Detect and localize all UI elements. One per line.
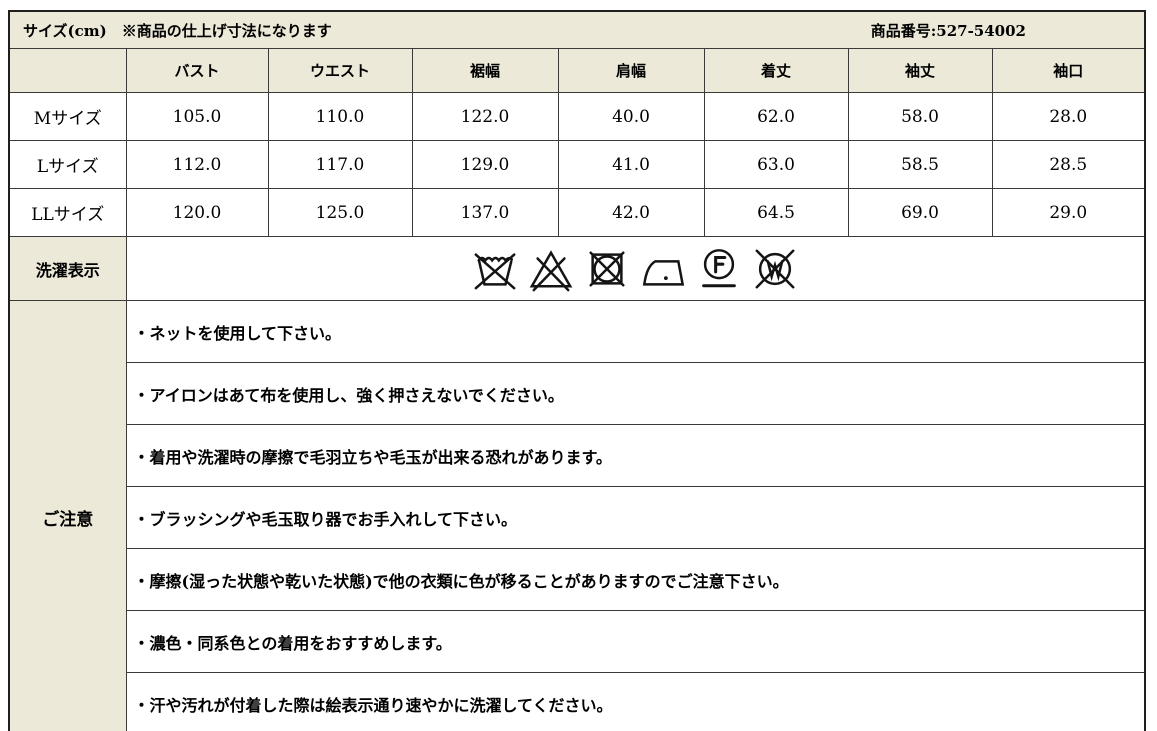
size-value: 40.0 bbox=[557, 92, 705, 141]
laundry-symbols bbox=[128, 246, 1144, 292]
product-number: 商品番号:527-54002 bbox=[870, 21, 1026, 40]
size-spec-sheet: サイズ(cm) ※商品の仕上げ寸法になります 商品番号:527-54002 バス… bbox=[8, 10, 1146, 731]
column-header-bust: バスト bbox=[125, 48, 269, 93]
size-value: 42.0 bbox=[557, 188, 705, 237]
size-value: 58.0 bbox=[847, 92, 993, 141]
size-value: 112.0 bbox=[125, 140, 269, 189]
row-label-ll: LLサイズ bbox=[8, 188, 127, 237]
size-row-m: Mサイズ 105.0 110.0 122.0 40.0 62.0 58.0 28… bbox=[8, 92, 1146, 141]
note-item: ・摩擦(湿った状態や乾いた状態)で他の衣類に色が移ることがありますのでご注意下さ… bbox=[125, 548, 1146, 611]
note-item: ・ネットを使用して下さい。 bbox=[125, 300, 1146, 363]
size-value: 28.0 bbox=[991, 92, 1146, 141]
size-value: 62.0 bbox=[703, 92, 849, 141]
column-header-sleeve-length: 袖丈 bbox=[847, 48, 993, 93]
row-label-l: Lサイズ bbox=[8, 140, 127, 189]
laundry-row: 洗濯表示 bbox=[8, 236, 1146, 301]
size-value: 137.0 bbox=[411, 188, 559, 237]
size-value: 28.5 bbox=[991, 140, 1146, 189]
note-item: ・着用や洗濯時の摩擦で毛羽立ちや毛玉が出来る恐れがあります。 bbox=[125, 424, 1146, 487]
laundry-label: 洗濯表示 bbox=[8, 236, 127, 301]
column-header-hem-width: 裾幅 bbox=[411, 48, 559, 93]
note-row: ・濃色・同系色との着用をおすすめします。 bbox=[9, 610, 1146, 673]
column-header-length: 着丈 bbox=[703, 48, 849, 93]
note-row: ・着用や洗濯時の摩擦で毛羽立ちや毛玉が出来る恐れがあります。 bbox=[9, 424, 1146, 487]
row-label-m: Mサイズ bbox=[8, 92, 127, 141]
note-row: ・アイロンはあて布を使用し、強く押さえないでください。 bbox=[9, 362, 1146, 425]
size-value: 122.0 bbox=[411, 92, 559, 141]
size-value: 69.0 bbox=[847, 188, 993, 237]
size-value: 63.0 bbox=[703, 140, 849, 189]
column-header-cuff: 袖口 bbox=[991, 48, 1146, 93]
do-not-tumble-dry-icon bbox=[589, 250, 625, 287]
note-item: ・汗や汚れが付着した際は絵表示通り速やかに洗濯してください。 bbox=[125, 672, 1146, 731]
header-band: サイズ(cm) ※商品の仕上げ寸法になります 商品番号:527-54002 bbox=[8, 10, 1146, 49]
header-band-content: サイズ(cm) ※商品の仕上げ寸法になります 商品番号:527-54002 bbox=[23, 12, 1144, 48]
size-value: 117.0 bbox=[267, 140, 413, 189]
column-header-row: バスト ウエスト 裾幅 肩幅 着丈 袖丈 袖口 bbox=[8, 48, 1146, 93]
size-value: 120.0 bbox=[125, 188, 269, 237]
notes-label: ご注意 bbox=[8, 300, 127, 731]
dry-clean-f-underline-icon bbox=[702, 248, 737, 287]
size-value: 110.0 bbox=[267, 92, 413, 141]
column-header-waist: ウエスト bbox=[267, 48, 413, 93]
note-item: ・アイロンはあて布を使用し、強く押さえないでください。 bbox=[125, 362, 1146, 425]
size-value: 29.0 bbox=[991, 188, 1146, 237]
size-value: 64.5 bbox=[703, 188, 849, 237]
iron-low-icon bbox=[643, 259, 685, 286]
note-item: ・濃色・同系色との着用をおすすめします。 bbox=[125, 610, 1146, 673]
corner-cell bbox=[8, 48, 127, 93]
column-header-shoulder-width: 肩幅 bbox=[557, 48, 705, 93]
size-row-l: Lサイズ 112.0 117.0 129.0 41.0 63.0 58.5 28… bbox=[8, 140, 1146, 189]
size-value: 125.0 bbox=[267, 188, 413, 237]
size-value: 58.5 bbox=[847, 140, 993, 189]
note-row: ・摩擦(湿った状態や乾いた状態)で他の衣類に色が移ることがありますのでご注意下さ… bbox=[9, 548, 1146, 611]
sheet-title: サイズ(cm) ※商品の仕上げ寸法になります bbox=[23, 21, 332, 40]
note-row: ご注意 ・ネットを使用して下さい。 bbox=[8, 300, 1146, 731]
do-not-bleach-icon bbox=[529, 249, 573, 291]
do-not-wash-icon bbox=[474, 252, 516, 289]
size-value: 129.0 bbox=[411, 140, 559, 189]
note-row: ・汗や汚れが付着した際は絵表示通り速やかに洗濯してください。 bbox=[9, 672, 1146, 731]
do-not-wet-clean-icon bbox=[755, 249, 795, 288]
size-row-ll: LLサイズ 120.0 125.0 137.0 42.0 64.5 69.0 2… bbox=[8, 188, 1146, 237]
size-value: 41.0 bbox=[557, 140, 705, 189]
size-value: 105.0 bbox=[125, 92, 269, 141]
note-row: ・ブラッシングや毛玉取り器でお手入れして下さい。 bbox=[9, 486, 1146, 549]
note-item: ・ブラッシングや毛玉取り器でお手入れして下さい。 bbox=[125, 486, 1146, 549]
